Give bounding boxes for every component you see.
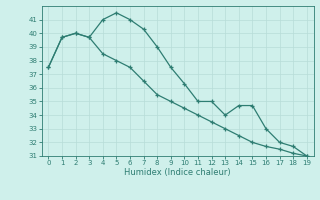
X-axis label: Humidex (Indice chaleur): Humidex (Indice chaleur) bbox=[124, 168, 231, 177]
